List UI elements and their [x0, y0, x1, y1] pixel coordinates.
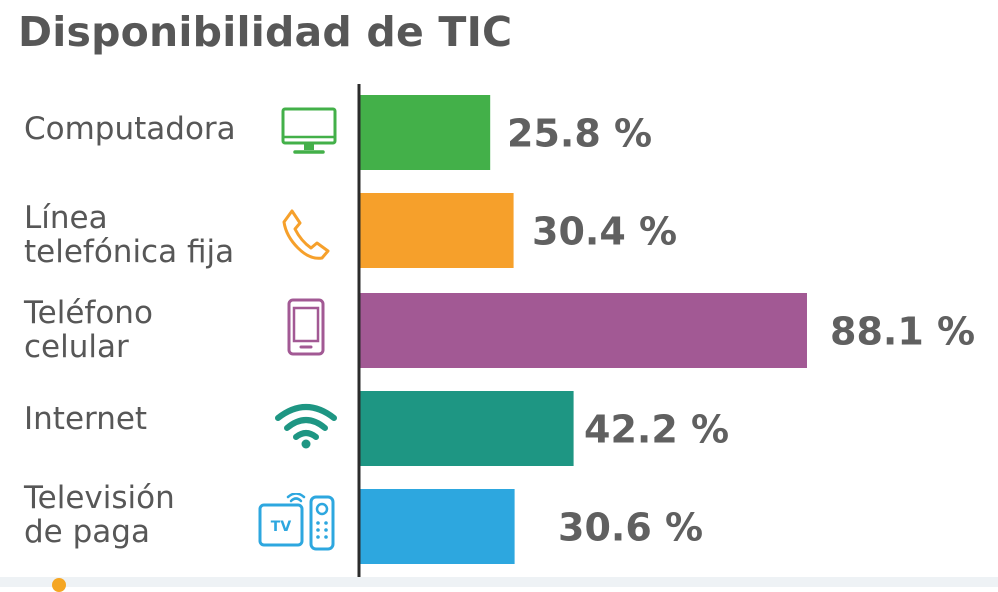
monitor-icon — [281, 107, 337, 154]
category-label-internet: Internet — [24, 402, 147, 436]
category-label-computadora: Computadora — [24, 112, 236, 146]
value-label-0: 25.8 % — [507, 112, 652, 156]
category-label-line: Televisión — [24, 480, 175, 516]
value-label-4: 30.6 % — [558, 506, 703, 550]
bottom-strip — [0, 577, 998, 587]
category-label-linea-fija: Línea telefónica fija — [24, 201, 234, 269]
bar-1 — [359, 193, 514, 268]
bar-0 — [359, 95, 491, 170]
value-label-2: 88.1 % — [830, 310, 975, 354]
bar-3 — [359, 391, 574, 466]
category-label-television: Televisión de paga — [24, 481, 175, 549]
bottom-decoration — [52, 578, 66, 592]
category-label-line: Computadora — [24, 111, 236, 147]
category-label-celular: Teléfono celular — [24, 296, 153, 364]
category-label-line: telefónica fija — [24, 234, 235, 270]
category-label-line: Línea — [24, 200, 108, 236]
svg-text:TV: TV — [271, 519, 292, 535]
value-label-1: 30.4 % — [532, 210, 677, 254]
bar-4 — [359, 489, 515, 564]
phone-icon — [282, 209, 330, 260]
smartphone-icon — [287, 298, 325, 356]
wifi-icon — [275, 404, 337, 449]
value-label-3: 42.2 % — [584, 408, 729, 452]
tv-remote-icon: TV — [258, 493, 335, 551]
chart-title: Disponibilidad de TIC — [18, 8, 513, 56]
bar-2 — [359, 293, 807, 368]
category-label-line: de paga — [24, 514, 150, 550]
category-label-line: Teléfono — [24, 295, 153, 331]
category-label-line: Internet — [24, 401, 148, 437]
category-label-line: celular — [24, 329, 129, 365]
